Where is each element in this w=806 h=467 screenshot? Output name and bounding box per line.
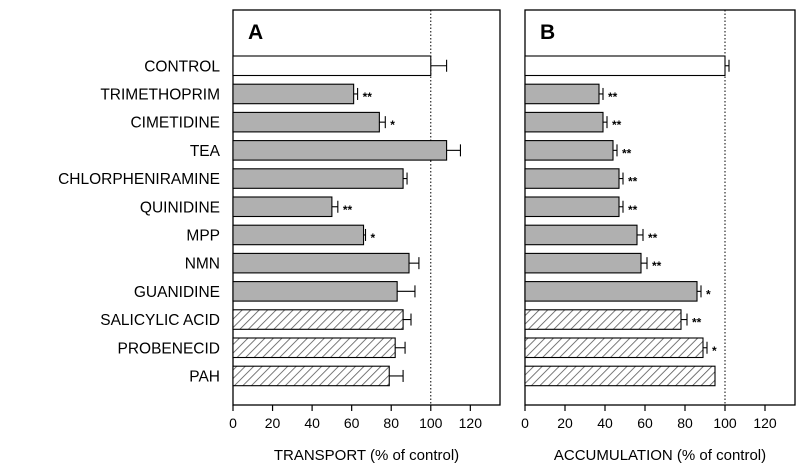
panel-b-tick-label: 80 [677,415,693,431]
panel-a-tick-label: 40 [304,415,320,431]
category-label: CIMETIDINE [130,115,220,132]
panel-b-bar [524,83,600,105]
panel-a-significance-marker: ** [363,90,373,104]
panel-b-bar [524,111,604,133]
panel-b-bar [524,252,642,274]
panel-a-bar [232,140,448,161]
panel-b-accumulation: B 0 20 40 60 80 100 120 ACCUMULATION (% of contr… [521,9,796,464]
panel-b-significance-marker: ** [612,118,622,132]
panel-a-significance-marker: ** [343,203,353,217]
panel-b-tick-label: 60 [637,415,653,431]
panel-b-significance-marker: * [706,287,711,301]
category-label: CHLORPHENIRAMINE [58,171,220,188]
panel-a-bar [232,309,404,330]
panel-a-significance-marker: * [371,231,376,245]
category-label: GUANIDINE [134,284,220,301]
panel-a-tick-label: 80 [383,415,399,431]
panel-a-tick-label: 60 [344,415,360,431]
panel-b-tick-label: 0 [521,415,529,431]
panel-b-significance-marker: ** [692,316,702,330]
category-label: PAH [189,368,220,385]
panel-b-bar [524,365,716,387]
panel-a-tick-label: 100 [419,415,443,431]
category-label: SALICYLIC ACID [100,312,220,329]
panel-b-significance-marker: ** [648,231,658,245]
panel-a-bar [232,168,404,189]
category-label: MPP [186,227,220,244]
panel-a-bar [232,111,380,133]
category-label: TEA [190,143,221,160]
panel-a-bar [232,83,355,105]
panel-b-bar [524,55,726,77]
panel-a-bar [232,196,333,218]
panel-b-significance-marker: ** [622,146,632,160]
panel-b-significance-marker: ** [628,203,638,217]
panel-b-bar [524,196,620,218]
panel-a-bar [232,337,396,359]
panel-b-axis-label: ACCUMULATION (% of control) [554,447,766,464]
category-label: QUINIDINE [140,199,220,216]
panel-b-bar [524,337,704,359]
category-label: TRIMETHOPRIM [100,86,220,103]
panel-b-significance-marker: * [712,344,717,358]
panel-b-bar [524,281,698,302]
category-labels: CONTROL TRIMETHOPRIM CIMETIDINE TEA CHLORPHE… [58,58,221,385]
panel-b-tick-label: 100 [713,415,737,431]
panel-a-bar [232,55,432,77]
category-label: NMN [185,256,220,273]
panel-b-bar [524,224,638,246]
panel-b-label: B [540,21,555,44]
panel-b-bar [524,309,682,330]
panel-a-bar [232,224,365,246]
panel-a-bar [232,281,398,302]
panel-a-axis-label: TRANSPORT (% of control) [274,447,459,464]
panel-b-significance-marker: ** [628,175,638,189]
panel-b-significance-marker: ** [652,259,662,273]
panel-b-tick-label: 40 [597,415,613,431]
panel-b-tick-label: 120 [753,415,777,431]
panel-a-tick-label: 0 [229,415,237,431]
panel-a-bar [232,365,390,387]
panel-b-significance-marker: ** [608,90,618,104]
panel-b-tick-label: 20 [557,415,573,431]
panel-a-label: A [248,21,263,44]
panel-a-tick-label: 120 [459,415,483,431]
panel-a-tick-label: 20 [265,415,281,431]
category-label: PROBENECID [118,340,221,357]
panel-a-bar [232,252,410,274]
panel-b-bar [524,168,620,189]
panel-b-bar [524,140,614,161]
panel-a-significance-marker: * [390,118,395,132]
category-label: CONTROL [144,58,220,75]
